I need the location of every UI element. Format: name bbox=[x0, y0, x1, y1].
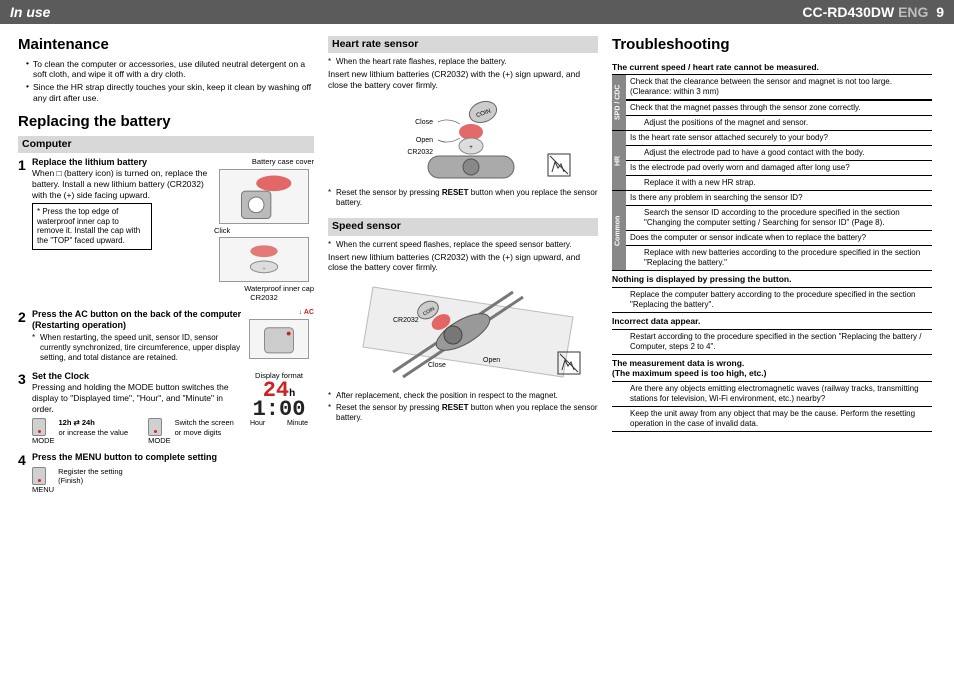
svg-text:CR2032: CR2032 bbox=[407, 149, 433, 156]
svg-text:Open: Open bbox=[416, 137, 433, 144]
replacing-heading: Replacing the battery bbox=[18, 113, 314, 132]
column-1: Maintenance To clean the computer or acc… bbox=[18, 32, 314, 500]
maintenance-item: Since the HR strap directly touches your… bbox=[26, 82, 314, 103]
maintenance-list: To clean the computer or accessories, us… bbox=[18, 59, 314, 104]
step-1: 1 Battery case cover Click bbox=[18, 157, 314, 303]
trb-group-hr: HR Is the heart rate sensor attached sec… bbox=[612, 131, 932, 191]
spd-reset-note: Reset the sensor by pressing RESET butto… bbox=[328, 403, 598, 423]
mode-button-icon: MODE bbox=[32, 418, 55, 445]
mode-buttons: MODE 12h ⇄ 24h or increase the value MOD… bbox=[32, 418, 244, 445]
step-4: 4 Press the MENU button to complete sett… bbox=[18, 452, 314, 495]
maintenance-item: To clean the computer or accessories, us… bbox=[26, 59, 314, 80]
content-columns: Maintenance To clean the computer or acc… bbox=[0, 24, 954, 500]
svg-text:Open: Open bbox=[483, 357, 500, 364]
header-model: CC-RD430DW ENG 9 bbox=[802, 4, 944, 20]
display-format-figure: Display format 24h 1:00 Hour Minute bbox=[244, 371, 314, 429]
tag-spd: SPD / CDC bbox=[612, 75, 626, 130]
hr-sensor-figure: COIN + Close Open CR2032 bbox=[328, 94, 598, 184]
hr-reset-note: Reset the sensor by pressing RESET butto… bbox=[328, 188, 598, 208]
trb-group-spd: SPD / CDC Check that the clearance betwe… bbox=[612, 75, 932, 131]
column-2: Heart rate sensor When the heart rate fl… bbox=[328, 32, 598, 500]
hr-sensor-bar: Heart rate sensor bbox=[328, 36, 598, 53]
tag-hr: HR bbox=[612, 131, 626, 190]
trb-heading: The measurement data is wrong. (The maxi… bbox=[612, 355, 932, 382]
trb-group-common: Common Is there any problem in searching… bbox=[612, 191, 932, 271]
speed-sensor-figure: COIN CR2032 Open Close bbox=[328, 277, 598, 387]
step-3: 3 Display format 24h 1:00 Hour Minute Se… bbox=[18, 371, 314, 446]
step1-note: * Press the top edge of waterproof inner… bbox=[32, 203, 152, 249]
step1-figure: Battery case cover Click bbox=[214, 157, 314, 303]
manual-page: In use CC-RD430DW ENG 9 Maintenance To c… bbox=[0, 0, 954, 675]
tag-common: Common bbox=[612, 191, 626, 270]
svg-text:Close: Close bbox=[415, 119, 433, 126]
battery-cover-diagram bbox=[219, 169, 309, 224]
computer-bar: Computer bbox=[18, 136, 314, 153]
menu-button-icon: MENU bbox=[32, 467, 54, 494]
trb-heading: Incorrect data appear. bbox=[612, 313, 932, 330]
speed-sensor-bar: Speed sensor bbox=[328, 218, 598, 235]
header-section-title: In use bbox=[10, 4, 50, 20]
svg-text:+: + bbox=[469, 145, 473, 151]
troubleshooting-heading: Troubleshooting bbox=[612, 36, 932, 55]
trb-heading: Nothing is displayed by pressing the but… bbox=[612, 271, 932, 288]
inner-cap-diagram: + bbox=[219, 237, 309, 282]
step-2: 2 ↓ AC Press the AC button on the back o… bbox=[18, 309, 314, 366]
maintenance-heading: Maintenance bbox=[18, 36, 314, 55]
svg-text:Close: Close bbox=[428, 362, 446, 369]
header-bar: In use CC-RD430DW ENG 9 bbox=[0, 0, 954, 24]
svg-text:+: + bbox=[263, 267, 266, 272]
svg-text:CR2032: CR2032 bbox=[393, 317, 419, 324]
mode-button-icon: MODE bbox=[148, 418, 171, 445]
column-3: Troubleshooting The current speed / hear… bbox=[612, 32, 932, 500]
trb-heading: The current speed / heart rate cannot be… bbox=[612, 59, 932, 76]
